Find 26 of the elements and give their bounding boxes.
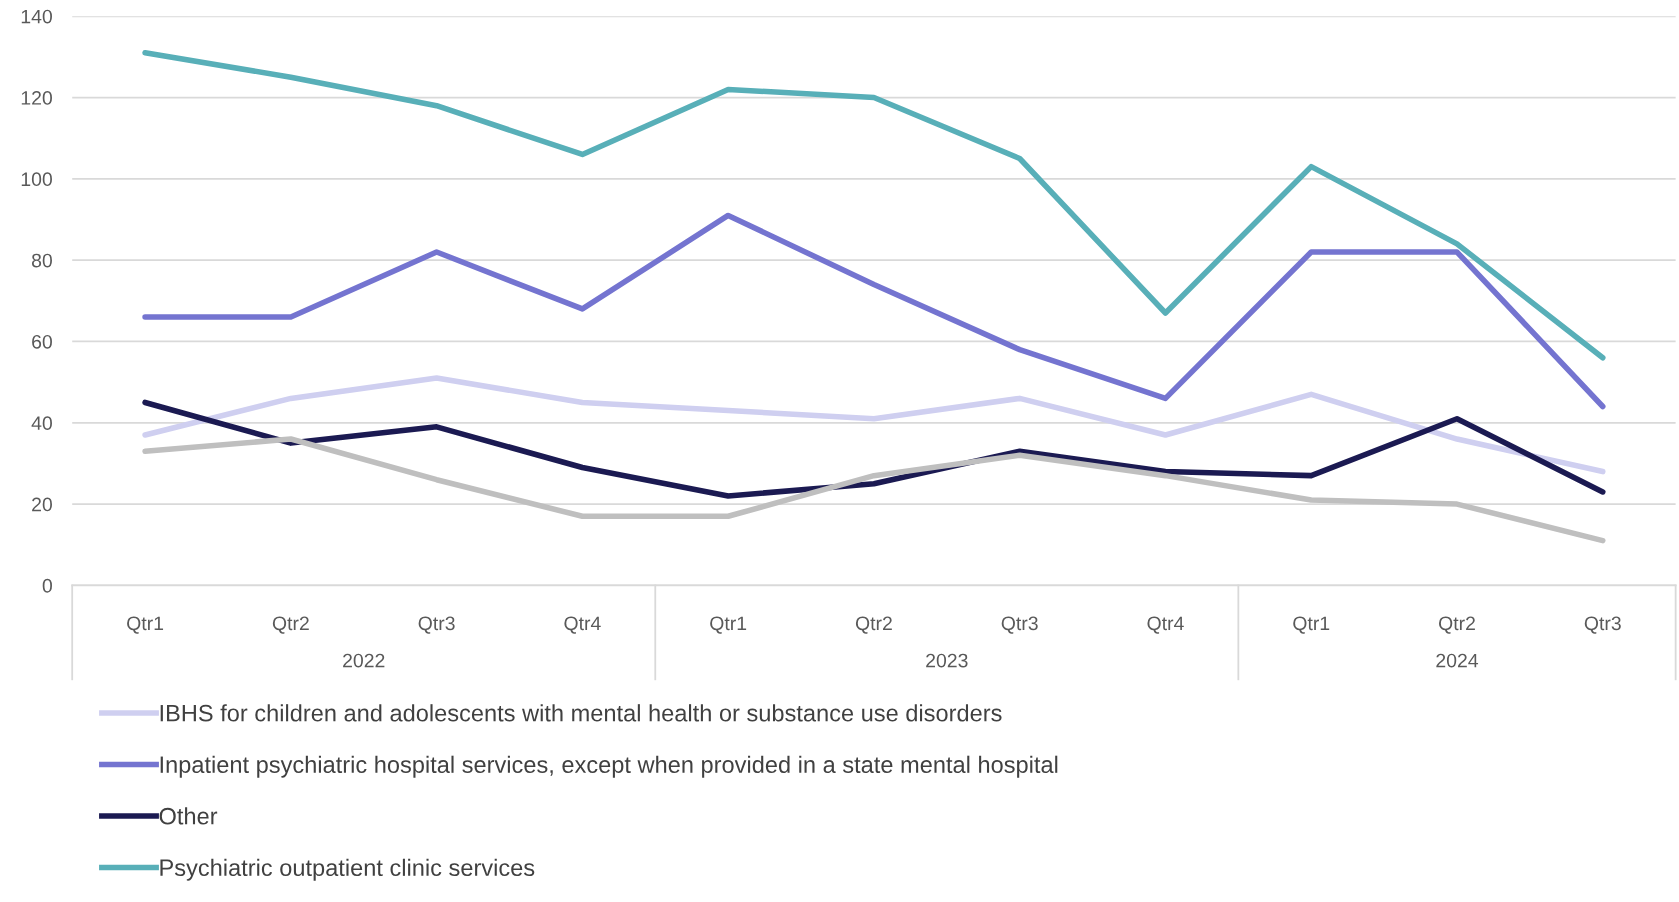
y-tick-label: 140 [21, 9, 52, 24]
x-tick-label: Qtr2 [272, 616, 309, 634]
y-tick-label: 80 [31, 253, 52, 268]
x-tick-label: Qtr3 [1584, 616, 1621, 634]
legend-label: Psychiatric outpatient clinic services [160, 858, 535, 881]
text: 2024 [1436, 653, 1479, 668]
y-tick-label: 20 [32, 497, 52, 512]
y-tick-label: 100 [21, 172, 52, 187]
x-tick-label: Qtr4 [1147, 616, 1184, 634]
text: 2022 [343, 653, 385, 668]
y-tick-label: 0 [42, 578, 52, 593]
x-tick-label: Qtr2 [855, 616, 892, 634]
y-tick-label: 40 [31, 416, 52, 431]
y-tick-label: 60 [32, 334, 52, 349]
x-tick-label: Qtr4 [564, 616, 601, 634]
x-tick-label: Qtr1 [710, 616, 747, 634]
legend-label: Other [159, 807, 218, 825]
legend-label: IBHS for children and adolescents with mental health or substance use disorders [160, 704, 1002, 722]
legend-label: Inpatient psychiatric hospital services, except when provided in a state mental hospital [160, 755, 1058, 778]
x-tick-label: Qtr2 [1439, 616, 1475, 634]
y-tick-label: 120 [21, 91, 52, 105]
text: 2023 [926, 653, 968, 668]
x-tick-label: Qtr3 [1001, 616, 1038, 634]
x-tick-label: Qtr3 [418, 616, 455, 634]
x-tick-label: Qtr1 [127, 616, 164, 634]
x-tick-label: Qtr1 [1293, 616, 1330, 634]
